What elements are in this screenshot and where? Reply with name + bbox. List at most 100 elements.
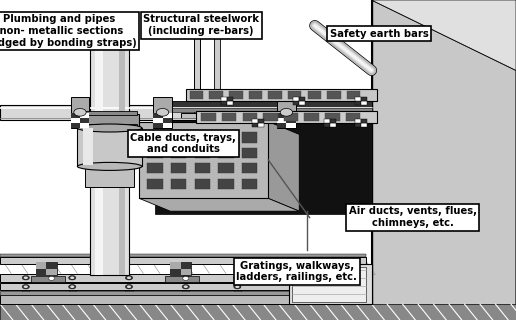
Bar (325, 113, 340, 121)
Circle shape (342, 276, 349, 280)
Bar (163, 123, 172, 128)
Bar (330, 123, 336, 127)
Circle shape (234, 276, 241, 280)
Bar (308, 91, 321, 99)
Bar (71, 97, 89, 128)
Circle shape (70, 285, 74, 288)
Circle shape (127, 276, 131, 279)
Bar (153, 97, 172, 128)
Bar (83, 124, 137, 129)
Bar (80, 113, 89, 118)
Bar (252, 119, 258, 123)
Bar (163, 113, 172, 118)
Bar (31, 276, 64, 282)
Ellipse shape (77, 124, 142, 132)
Bar (209, 91, 223, 99)
Circle shape (69, 284, 76, 289)
Bar (324, 119, 330, 123)
Bar (286, 123, 296, 128)
Bar (80, 114, 139, 126)
Bar (0, 274, 366, 282)
Bar (218, 163, 234, 173)
Bar (277, 118, 286, 123)
Bar (291, 282, 298, 304)
Bar (153, 118, 163, 123)
Bar (0, 291, 366, 295)
Polygon shape (155, 106, 372, 214)
Circle shape (22, 284, 29, 289)
Bar (36, 262, 46, 269)
Circle shape (125, 276, 133, 280)
Circle shape (280, 108, 293, 116)
Bar (0, 295, 366, 304)
Bar (0, 257, 366, 264)
Polygon shape (139, 122, 268, 198)
Bar (153, 123, 163, 128)
Bar (83, 128, 93, 165)
Bar (221, 101, 227, 105)
Bar (284, 113, 298, 121)
Bar (171, 132, 186, 143)
Bar (194, 16, 200, 118)
Bar (195, 163, 210, 173)
Circle shape (24, 276, 28, 279)
Bar (249, 91, 262, 99)
Circle shape (344, 285, 348, 288)
Bar (190, 91, 203, 99)
Bar (186, 89, 377, 101)
Bar (147, 148, 163, 158)
Bar (36, 269, 46, 275)
Bar (361, 119, 367, 123)
Bar (347, 91, 360, 99)
Bar (258, 123, 264, 127)
Bar (71, 118, 80, 123)
Circle shape (24, 285, 28, 288)
Bar (277, 97, 296, 128)
Circle shape (184, 285, 188, 288)
Bar (289, 264, 372, 304)
Circle shape (184, 276, 188, 279)
Circle shape (156, 108, 169, 116)
Ellipse shape (77, 163, 142, 170)
Circle shape (292, 276, 296, 279)
Bar (277, 113, 286, 118)
Bar (119, 35, 125, 275)
Circle shape (69, 276, 76, 280)
Bar (147, 132, 163, 143)
Bar (342, 282, 349, 304)
Bar (195, 179, 210, 189)
Bar (355, 123, 361, 127)
Ellipse shape (95, 30, 124, 37)
Bar (195, 148, 210, 158)
Text: Plumbing and pipes
(non- metallic sections
bridged by bonding straps): Plumbing and pipes (non- metallic sectio… (0, 14, 137, 48)
Bar (299, 101, 305, 105)
Bar (22, 282, 29, 304)
Bar (227, 101, 233, 105)
Text: Air ducts, vents, flues,
chimneys, etc.: Air ducts, vents, flues, chimneys, etc. (349, 206, 477, 228)
Circle shape (235, 276, 239, 279)
Circle shape (182, 276, 189, 280)
Text: Gratings, walkways,
ladders, railings, etc.: Gratings, walkways, ladders, railings, e… (236, 261, 357, 282)
Bar (147, 163, 163, 173)
Bar (286, 113, 296, 118)
Bar (181, 262, 191, 269)
Bar (181, 113, 214, 118)
Bar (71, 123, 80, 128)
Circle shape (74, 108, 86, 116)
Circle shape (291, 276, 298, 280)
Bar (170, 269, 181, 275)
Text: Safety earth bars: Safety earth bars (330, 29, 429, 39)
Circle shape (235, 285, 239, 288)
Circle shape (125, 284, 133, 289)
Bar (170, 262, 181, 269)
Bar (286, 118, 296, 123)
Bar (218, 148, 234, 158)
Bar (155, 108, 372, 112)
Bar (268, 91, 282, 99)
Circle shape (127, 285, 131, 288)
Circle shape (234, 284, 241, 289)
Bar (80, 118, 89, 123)
Polygon shape (181, 21, 235, 26)
Bar (201, 113, 216, 121)
Bar (288, 91, 301, 99)
